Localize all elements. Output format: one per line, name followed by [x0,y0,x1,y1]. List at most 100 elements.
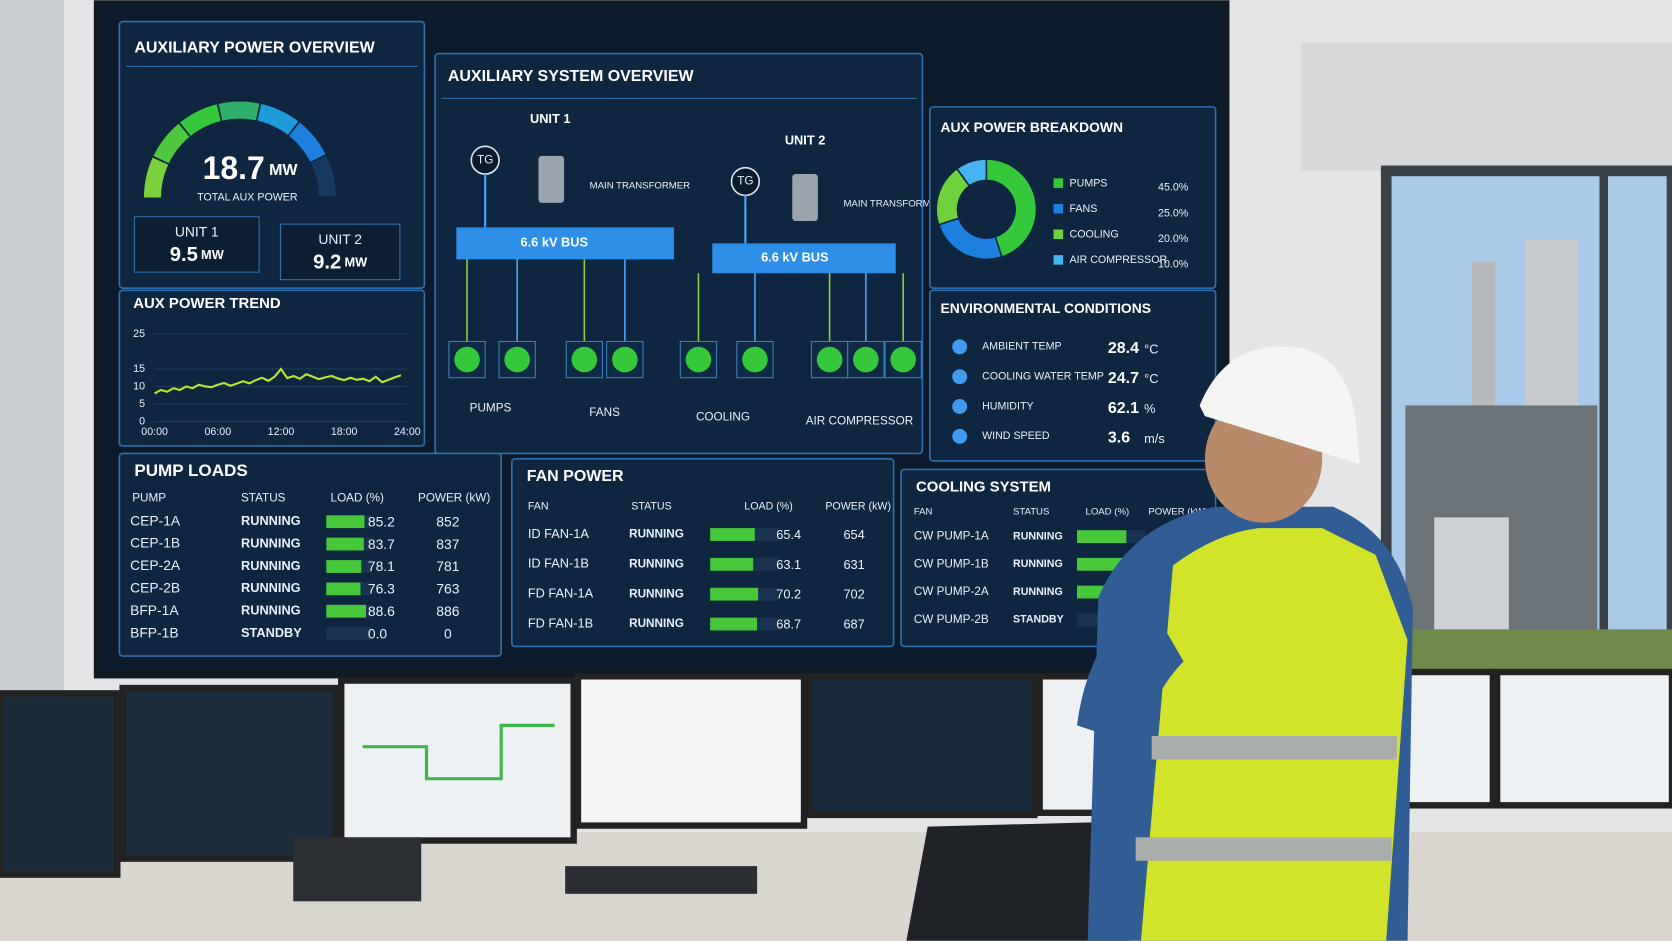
load-bar [326,604,366,618]
row-load: 78.1 [368,558,395,574]
row-status: RUNNING [629,587,684,600]
column-header: POWER (kW) [418,491,490,504]
total-value: 18.7 [203,150,265,186]
panel [511,457,895,648]
row-name: CEP-2A [130,557,181,573]
gauge-segment [180,104,222,137]
legend-swatch [1053,178,1064,188]
row-load: 70.2 [776,587,801,602]
panel [118,289,426,447]
env-value: 28.4 [1108,340,1139,357]
load-bar [1076,530,1127,544]
group-label: PUMPS [470,402,512,415]
fan-icon [571,346,598,373]
unit-power: 9.2 MW [313,252,368,274]
env-label: AMBIENT TEMP [982,341,1062,353]
generator-label: TG [477,153,493,166]
row-name: CEP-1B [130,535,180,551]
unit-unit: MW [201,248,225,263]
fan-icon [853,346,879,373]
row-name: ID FAN-1B [528,556,589,571]
row-status: RUNNING [1013,586,1063,598]
row-power: 886 [436,603,459,619]
unit-power: 9.5 MW [170,245,225,267]
fan-icon [504,346,530,373]
row-status: RUNNING [241,580,301,595]
row-power: 763 [436,581,459,597]
unit-name: UNIT 1 [175,223,219,239]
load-bar [326,582,361,596]
y-tick-label: 5 [139,398,145,410]
legend-swatch [1053,203,1064,214]
safety-vest [1140,528,1408,941]
row-load: 65.4 [776,527,801,542]
column-header: LOAD (%) [1086,507,1130,518]
env-value: 24.7 [1108,370,1139,387]
phone [293,837,422,902]
unit-label: UNIT 2 [785,132,825,147]
row-power: 631 [843,557,864,572]
column-header: LOAD (%) [331,491,384,504]
row-name: CW PUMP-1A [914,530,989,543]
bus-label: 6.6 kV BUS [521,235,589,250]
row-load: 76.3 [368,581,395,597]
env-icon [952,339,968,355]
column-header: PUMP [132,491,166,504]
fan-icon [890,346,916,373]
panel-title: PUMP LOADS [134,461,247,480]
column-header: FAN [528,501,549,513]
bus-label: 6.6 kV BUS [761,250,829,265]
gauge-segment [288,122,326,163]
row-name: CEP-2B [130,580,180,596]
column-header: FAN [914,507,933,518]
reflective-stripe [1135,837,1392,861]
legend-label: PUMPS [1070,177,1108,189]
env-value: 3.6 [1108,430,1130,447]
legend-label: FANS [1070,203,1098,215]
hard-hat [1199,346,1360,465]
load-bar [710,528,755,541]
unit-value: 9.2 [313,252,341,274]
row-power: 837 [436,536,459,552]
donut-segment [985,158,1038,258]
row-status: RUNNING [629,617,684,630]
x-tick-label: 18:00 [331,426,358,438]
row-status: RUNNING [241,513,301,528]
tank [1434,517,1509,641]
transformer-label: MAIN TRANSFORMER [590,180,690,191]
legend-label: COOLING [1070,229,1119,241]
x-tick-label: 00:00 [141,426,168,438]
legend-swatch [1053,255,1064,265]
row-status: RUNNING [1013,530,1063,542]
row-name: FD FAN-1B [528,615,593,630]
row-name: ID FAN-1A [528,526,590,541]
legend-value: 20.0% [1158,233,1189,245]
row-name: CW PUMP-2A [914,585,989,598]
panel-title: AUXILIARY POWER OVERVIEW [134,39,375,56]
legend-swatch [1053,229,1064,240]
x-tick-label: 06:00 [204,426,231,438]
row-load: 63.1 [776,557,801,572]
group-label: COOLING [696,410,750,423]
row-power: 687 [843,616,864,631]
load-bar [710,617,758,631]
row-name: BFP-1B [130,624,179,640]
monitor-diagram [362,723,555,781]
row-status: STANDBY [1013,614,1064,626]
group-label: FANS [589,406,620,419]
monitor [338,677,577,844]
unit-name: UNIT 2 [318,231,362,247]
row-load: 0.0 [368,625,388,641]
load-bar [1076,557,1126,571]
donut-segment [955,158,988,188]
unit-label: UNIT 1 [530,111,570,126]
panel-title: FAN POWER [527,468,624,485]
env-label: HUMIDITY [982,400,1034,412]
y-tick-label: 25 [133,328,145,340]
row-status: RUNNING [1013,558,1063,570]
row-load: 85.2 [368,513,395,529]
row-power: 852 [436,513,459,529]
env-unit: % [1144,401,1155,416]
